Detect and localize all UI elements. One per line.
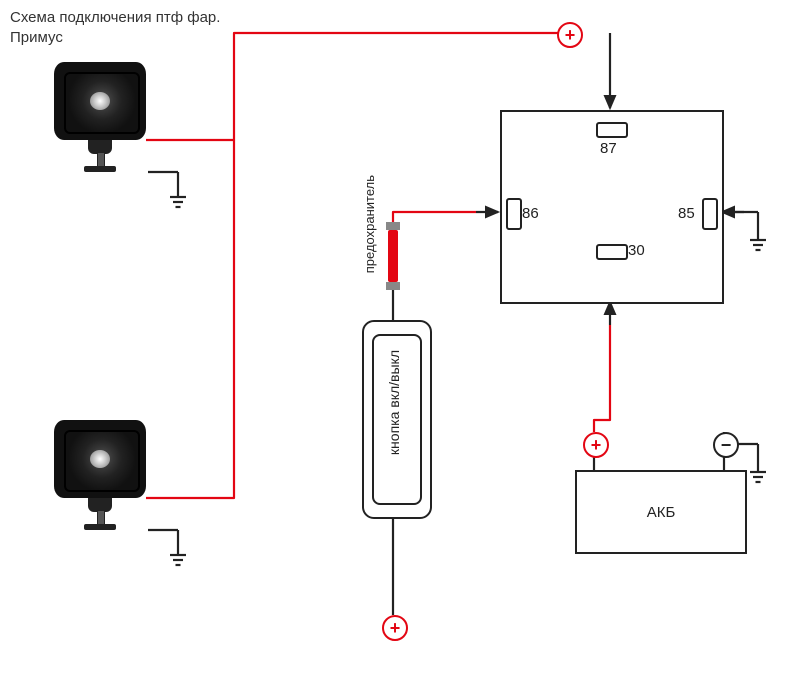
- battery-gnd: [750, 444, 766, 482]
- battery-minus-terminal: −: [713, 432, 739, 458]
- plus-terminal-top: +: [557, 22, 583, 48]
- fog-light-top: [54, 62, 146, 172]
- fog-light-bulb: [90, 92, 110, 110]
- relay-pin-label-87: 87: [600, 140, 617, 157]
- fog-bottom-gnd: [170, 530, 186, 565]
- fog-light-bulb: [90, 450, 110, 468]
- battery: АКБ: [575, 470, 747, 554]
- fog-light-base: [84, 166, 116, 172]
- fog-top-gnd: [170, 172, 186, 207]
- fuse-cap-top: [386, 222, 400, 230]
- battery-label: АКБ: [577, 504, 745, 521]
- relay-pin-87: [596, 122, 628, 138]
- relay-pin-label-85: 85: [678, 205, 695, 222]
- relay-pin-85: [702, 198, 718, 230]
- relay-pin-86: [506, 198, 522, 230]
- switch-button-label: кнопка вкл/выкл: [386, 350, 402, 455]
- relay-pin-30: [596, 244, 628, 260]
- relay-85-gnd: [750, 212, 766, 250]
- fuse-label: предохранитель: [362, 175, 377, 273]
- fuse: [388, 230, 398, 282]
- relay-pin-label-86: 86: [522, 205, 539, 222]
- fog-light-bottom: [54, 420, 146, 530]
- fuse-cap-bottom: [386, 282, 400, 290]
- battery-plus-terminal: +: [583, 432, 609, 458]
- relay-pin-label-30: 30: [628, 242, 645, 259]
- plus-terminal-bottom: +: [382, 615, 408, 641]
- fog-light-base: [84, 524, 116, 530]
